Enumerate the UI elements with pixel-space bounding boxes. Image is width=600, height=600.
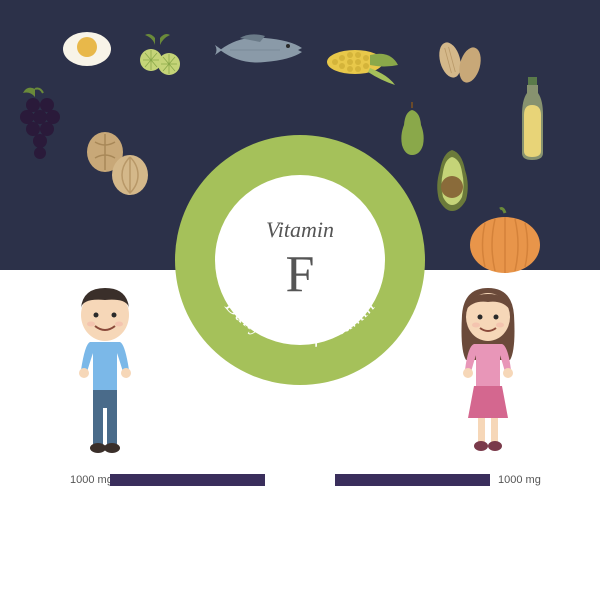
male-dose-bar xyxy=(110,474,265,486)
oil-bottle-icon xyxy=(515,75,550,165)
female-dose-bar xyxy=(335,474,490,486)
gooseberry-icon xyxy=(135,30,190,85)
egg-icon xyxy=(60,25,115,70)
pumpkin-icon xyxy=(465,205,545,275)
male-dose-label: 1000 mg xyxy=(70,474,113,486)
dose-section: 1000 mg 1000 mg xyxy=(0,470,600,510)
grapes-icon xyxy=(15,85,70,165)
boy-icon xyxy=(55,280,155,460)
almond-icon xyxy=(430,35,490,90)
female-dose-label: 1000 mg xyxy=(498,474,541,486)
girl-icon xyxy=(438,280,538,460)
corn-icon xyxy=(320,40,400,95)
vitamin-word: Vitamin xyxy=(266,217,334,243)
fish-icon xyxy=(210,30,310,70)
walnut-icon xyxy=(80,130,155,200)
people-layer xyxy=(0,280,600,480)
